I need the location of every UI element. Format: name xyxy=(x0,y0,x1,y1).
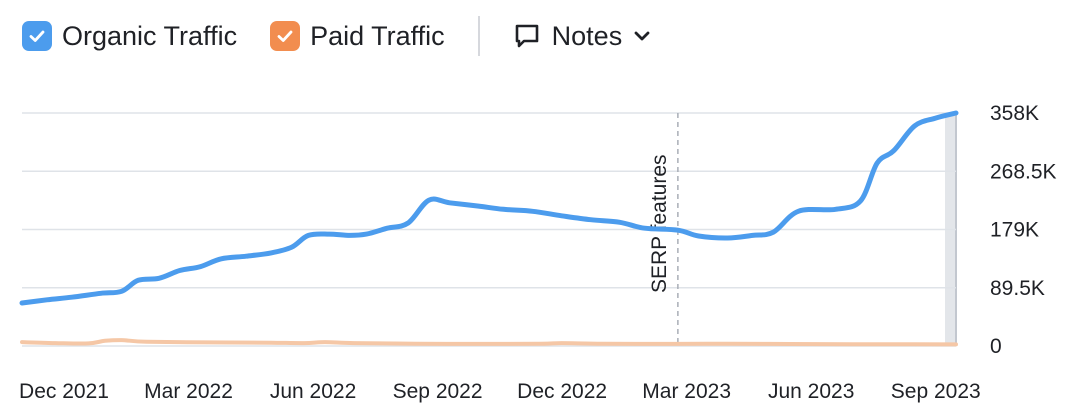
annotation-label: SERP features xyxy=(648,154,671,293)
y-tick-label: 89.5K xyxy=(990,277,1045,300)
paid-traffic-line xyxy=(20,338,958,347)
y-tick-label: 0 xyxy=(990,335,1002,358)
y-tick-label: 268.5K xyxy=(990,160,1057,183)
x-tick-label: Mar 2022 xyxy=(144,380,233,403)
toolbar-divider xyxy=(477,16,480,56)
x-tick-label: Mar 2023 xyxy=(642,380,731,403)
speech-bubble-icon xyxy=(515,24,538,48)
x-tick-label: Dec 2021 xyxy=(19,380,109,403)
paid-traffic-label: Paid Traffic xyxy=(310,20,445,51)
x-tick-label: Jun 2022 xyxy=(270,380,356,403)
legend-paid-traffic[interactable]: Paid Traffic xyxy=(270,21,445,51)
notes-dropdown[interactable]: Notes xyxy=(512,21,653,51)
x-tick-label: Sep 2022 xyxy=(393,380,483,403)
organic-traffic-label: Organic Traffic xyxy=(62,20,238,51)
x-tick-label: Dec 2022 xyxy=(517,380,607,403)
legend-organic-traffic[interactable]: Organic Traffic xyxy=(22,21,237,51)
checkmark-icon xyxy=(29,30,45,42)
chart-toolbar: Organic Traffic Paid Traffic Notes xyxy=(22,14,652,58)
chevron-down-icon xyxy=(634,31,650,41)
x-tick-label: Sep 2023 xyxy=(891,380,981,403)
y-tick-label: 179K xyxy=(990,219,1039,242)
organic-traffic-checkbox[interactable] xyxy=(22,21,52,51)
y-tick-label: 358K xyxy=(990,102,1039,125)
notes-label: Notes xyxy=(551,20,623,51)
paid-traffic-checkbox[interactable] xyxy=(270,21,301,51)
checkmark-icon xyxy=(277,30,293,42)
x-tick-label: Jun 2023 xyxy=(768,380,854,403)
organic-traffic-line xyxy=(19,110,959,306)
